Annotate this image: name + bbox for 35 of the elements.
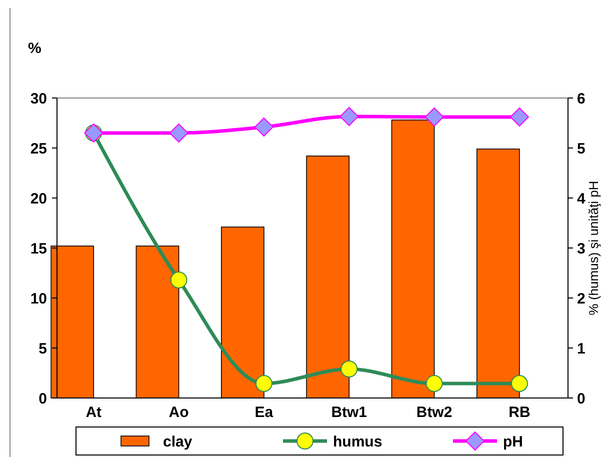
x-tick-label: Ao (168, 404, 189, 421)
legend-label: clay (163, 433, 193, 450)
y-tick-label: 10 (30, 290, 47, 308)
y-tick-label: 30 (30, 90, 47, 108)
y2-tick-label: 2 (577, 290, 586, 308)
y-tick-label: 15 (30, 240, 47, 258)
y2-tick-label: 1 (577, 340, 586, 358)
legend-label: humus (333, 433, 382, 450)
point (510, 375, 528, 392)
point (169, 124, 188, 142)
y2-tick-label: 0 (577, 390, 586, 408)
point (254, 118, 274, 136)
point (426, 375, 443, 392)
x-tick-label: Ea (254, 404, 274, 421)
y2-axis-title: % (humus) şi unităţi pH (586, 180, 601, 316)
x-tick-label: At (86, 404, 102, 421)
x-tick-label: Btw1 (331, 404, 368, 421)
point (510, 108, 529, 126)
point (340, 107, 359, 126)
x-tick-label: RB (508, 404, 530, 421)
y-tick-label: 25 (30, 140, 47, 158)
y2-tick-label: 6 (577, 90, 586, 108)
y2-tick-label: 4 (577, 190, 586, 208)
y-tick-label: 20 (30, 190, 47, 208)
y-axis-title: % (28, 40, 42, 57)
y-tick-label: 5 (38, 340, 47, 358)
y2-tick-label: 3 (577, 240, 586, 258)
y2-tick-label: 5 (577, 140, 586, 158)
legend-label: pH (503, 433, 523, 450)
point (255, 375, 272, 392)
point (170, 272, 188, 288)
x-tick-label: Btw2 (416, 404, 452, 421)
y-tick-label: 0 (38, 390, 47, 408)
point (424, 108, 444, 126)
point (340, 360, 358, 378)
